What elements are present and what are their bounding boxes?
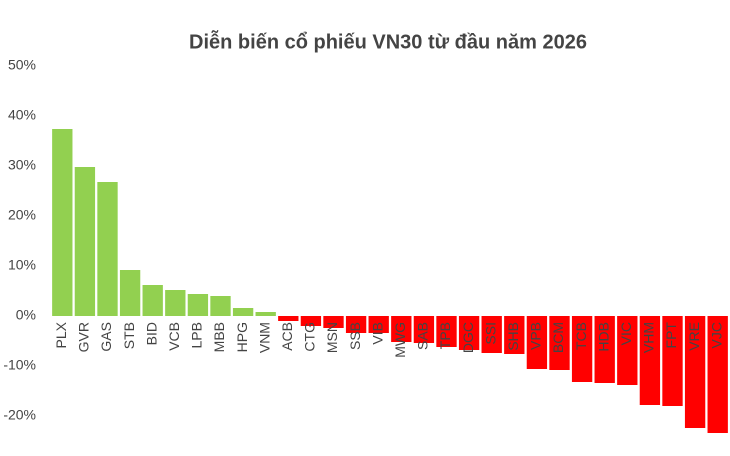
bar (526, 316, 548, 369)
bar (571, 316, 593, 382)
x-tick-label: SHB (505, 322, 521, 351)
x-tick-label: BCM (550, 322, 566, 353)
chart-title: Diễn biến cổ phiếu VN30 từ đầu năm 2026 (189, 29, 587, 53)
x-tick-label: SAB (415, 322, 431, 350)
x-tick-label: MSN (324, 322, 340, 353)
bar (662, 316, 683, 406)
bar (684, 316, 706, 428)
x-tick-label: TCB (573, 322, 589, 350)
bar (481, 316, 502, 353)
bar (436, 316, 457, 347)
y-tick-label: 0% (16, 307, 36, 323)
x-tick-label: VJC (708, 322, 724, 348)
x-tick-label: VCB (166, 322, 182, 351)
bar (323, 316, 344, 328)
x-tick-label: CTG (302, 322, 318, 352)
x-tick-label: LPB (189, 322, 205, 348)
x-tick-label: TPB (437, 322, 453, 349)
y-tick-label: 30% (8, 157, 36, 173)
bar (165, 290, 186, 316)
y-tick-label: 40% (8, 107, 36, 123)
x-tick-label: STB (121, 322, 137, 349)
bar (504, 316, 525, 354)
bar (210, 296, 231, 316)
x-tick-label: BID (143, 322, 159, 345)
y-tick-label: -10% (3, 357, 36, 373)
bar (142, 285, 163, 316)
bar (187, 294, 209, 316)
x-tick-label: VHM (641, 322, 657, 353)
x-tick-label: SSB (347, 322, 363, 350)
bar (97, 182, 118, 316)
bar (639, 316, 661, 405)
x-tick-label: HPG (234, 322, 250, 352)
bar (278, 316, 299, 321)
x-tick-label: MWG (392, 322, 408, 358)
x-tick-label: VIC (618, 322, 634, 345)
bar (413, 316, 435, 343)
bar (345, 316, 367, 333)
x-tick-label: ACB (279, 322, 295, 351)
y-tick-label: 20% (8, 207, 36, 223)
bar (617, 316, 638, 385)
x-tick-label: MBB (211, 322, 227, 352)
bar (52, 129, 73, 316)
bar (232, 308, 254, 316)
x-tick-label: SSI (482, 322, 498, 345)
bar (119, 270, 141, 316)
bar (549, 316, 570, 370)
bar (74, 167, 96, 316)
x-tick-label: DGC (460, 322, 476, 353)
bar (300, 316, 322, 326)
y-tick-label: 50% (8, 57, 36, 73)
x-tick-label: FPT (663, 322, 679, 349)
x-tick-label: GAS (98, 322, 114, 352)
x-tick-label: HDB (595, 322, 611, 352)
x-tick-label: VPB (528, 322, 544, 350)
y-tick-label: -20% (3, 407, 36, 423)
bar (391, 316, 412, 342)
bar (707, 316, 728, 433)
x-tick-label: VRE (686, 322, 702, 351)
x-tick-label: VNM (256, 322, 272, 353)
x-tick-label: PLX (53, 321, 69, 348)
y-tick-label: 10% (8, 257, 36, 273)
x-tick-label: VIB (369, 322, 385, 345)
bar (255, 312, 276, 316)
bar (368, 316, 389, 333)
bar (458, 316, 480, 350)
bar (594, 316, 615, 383)
x-tick-label: GVR (76, 322, 92, 352)
